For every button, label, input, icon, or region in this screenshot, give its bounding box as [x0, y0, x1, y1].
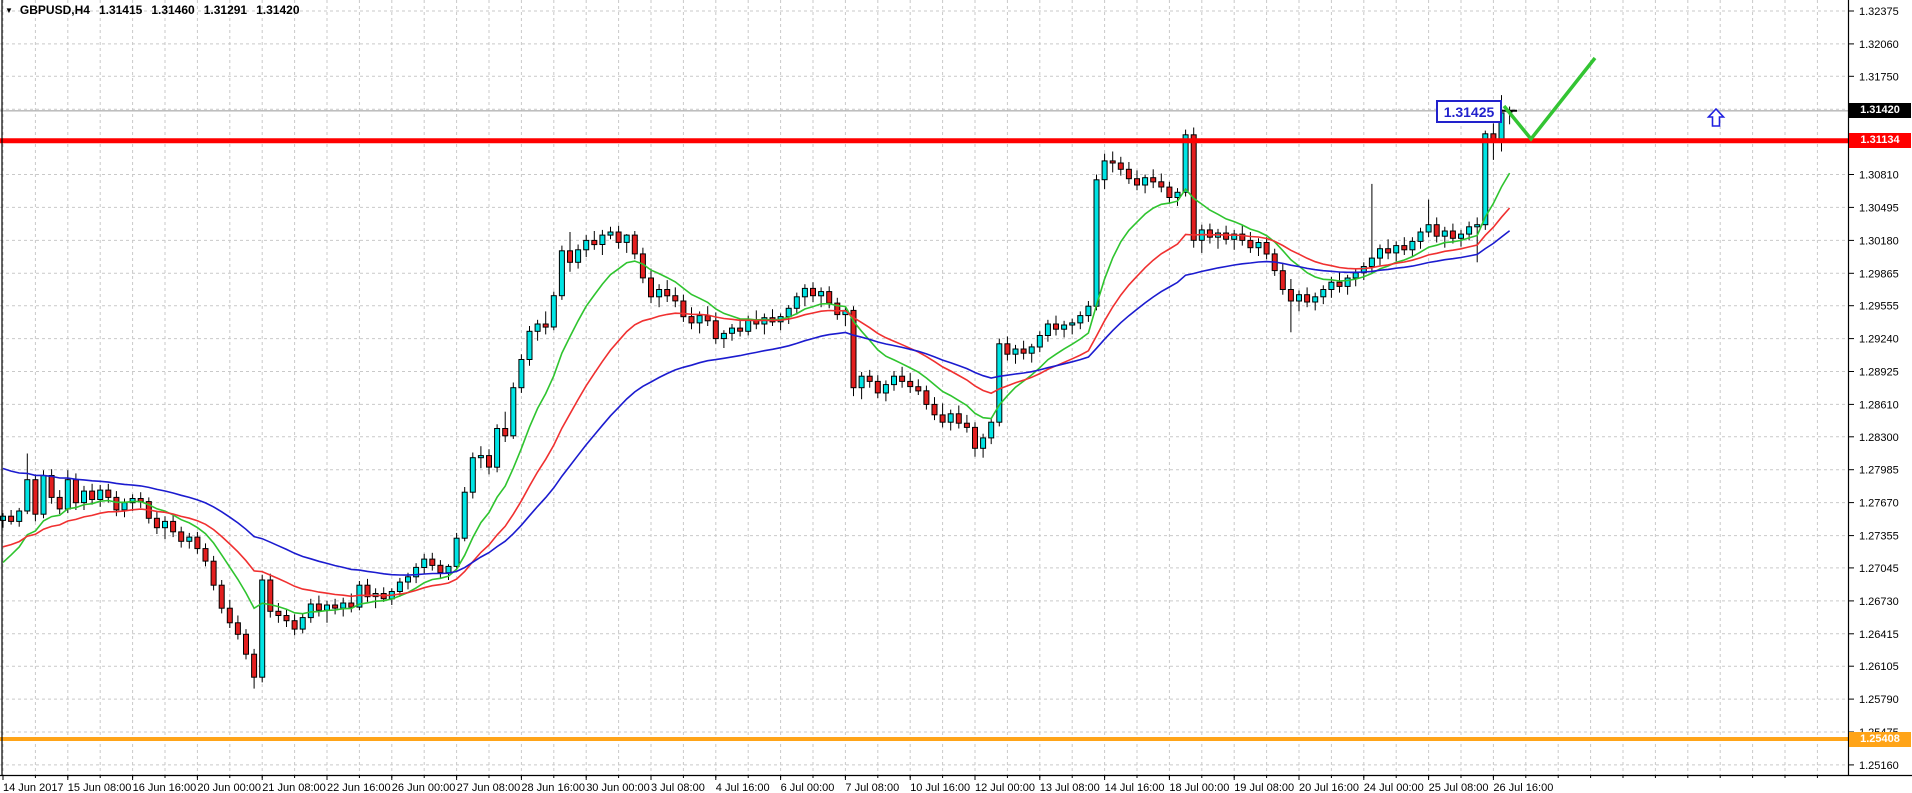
orange-level-price-badge: 1.25408 — [1849, 732, 1911, 747]
time-axis-label: 28 Jun 16:00 — [521, 782, 585, 793]
green-check-arrow[interactable] — [1502, 56, 1597, 142]
time-axis-label: 26 Jun 00:00 — [392, 782, 456, 793]
time-axis-label: 10 Jul 16:00 — [910, 782, 970, 793]
time-axis-label: 27 Jun 08:00 — [457, 782, 521, 793]
time-axis-label: 24 Jul 00:00 — [1364, 782, 1424, 793]
time-axis-label: 22 Jun 16:00 — [327, 782, 391, 793]
time-axis-label: 26 Jul 16:00 — [1493, 782, 1553, 793]
price-axis-label: 1.25160 — [1859, 760, 1899, 772]
price-axis-label: 1.30180 — [1859, 235, 1899, 247]
time-axis-label: 12 Jul 00:00 — [975, 782, 1035, 793]
price-axis-label: 1.25790 — [1859, 694, 1899, 706]
price-axis-label: 1.30810 — [1859, 170, 1899, 182]
candles-layer — [0, 95, 1513, 689]
price-axis-label: 1.26105 — [1859, 661, 1899, 673]
symbol-dropdown-icon: ▼ — [5, 5, 13, 15]
price-axis-label: 1.27670 — [1859, 498, 1899, 510]
time-axis-label: 6 Jul 00:00 — [781, 782, 835, 793]
chart-header: ▼ GBPUSD,H4 1.31415 1.31460 1.31291 1.31… — [5, 3, 300, 17]
price-axis-label: 1.27045 — [1859, 563, 1899, 575]
price-axis-label: 1.28300 — [1859, 432, 1899, 444]
price-axis-label: 1.28925 — [1859, 367, 1899, 379]
price-axis-label: 1.30495 — [1859, 202, 1899, 214]
price-axis-label: 1.31750 — [1859, 71, 1899, 83]
ohlc-close-value: 1.31420 — [256, 3, 300, 17]
price-axis-label: 1.28610 — [1859, 399, 1899, 411]
time-axis-label: 16 Jun 16:00 — [133, 782, 197, 793]
price-axis-label: 1.29555 — [1859, 301, 1899, 313]
time-axis-label: 3 Jul 08:00 — [651, 782, 705, 793]
ohlc-high-value: 1.31460 — [151, 3, 195, 17]
price-axis[interactable]: 1.32375 1.32060 1.31750 1.30810 1.30495 1.301… — [1848, 6, 1899, 772]
time-axis-label: 30 Jun 00:00 — [586, 782, 650, 793]
time-axis-label: 25 Jul 08:00 — [1429, 782, 1489, 793]
time-axis[interactable]: 14 Jun 2017 15 Jun 08:00 16 Jun 16:00 20 Ju… — [2, 775, 1818, 793]
current-price-badge: 1.31420 — [1849, 103, 1911, 118]
blue-up-arrow-icon[interactable] — [1706, 107, 1726, 127]
price-axis-label: 1.29240 — [1859, 334, 1899, 346]
price-annotation-box[interactable]: 1.31425 — [1436, 100, 1502, 123]
price-axis-label: 1.32060 — [1859, 39, 1899, 51]
time-axis-label: 14 Jul 16:00 — [1105, 782, 1165, 793]
horizontal-gridlines — [0, 10, 1848, 766]
time-axis-label: 13 Jul 08:00 — [1040, 782, 1100, 793]
price-axis-label: 1.26730 — [1859, 596, 1899, 608]
time-axis-label: 21 Jun 08:00 — [262, 782, 326, 793]
time-axis-label: 14 Jun 2017 — [3, 782, 64, 793]
price-axis-label: 1.29865 — [1859, 268, 1899, 280]
time-axis-label: 4 Jul 16:00 — [716, 782, 770, 793]
ma-slow-blue — [2, 230, 1511, 576]
ma-mid-red — [2, 207, 1511, 598]
time-axis-label: 7 Jul 08:00 — [845, 782, 899, 793]
ohlc-open-value: 1.31415 — [98, 3, 143, 17]
ohlc-low-value: 1.31291 — [203, 3, 248, 17]
time-axis-label: 19 Jul 08:00 — [1234, 782, 1294, 793]
time-axis-label: 15 Jun 08:00 — [68, 782, 132, 793]
price-axis-label: 1.27985 — [1859, 465, 1899, 477]
time-axis-label: 18 Jul 00:00 — [1169, 782, 1229, 793]
ma-fast-green — [2, 172, 1511, 615]
time-axis-label: 20 Jun 00:00 — [197, 782, 261, 793]
symbol-period-label: GBPUSD,H4 — [19, 3, 90, 17]
price-axis-label: 1.32375 — [1859, 6, 1899, 18]
price-axis-label: 1.27355 — [1859, 531, 1899, 543]
price-axis-label: 1.26415 — [1859, 629, 1899, 641]
red-level-price-badge: 1.31134 — [1849, 133, 1911, 148]
time-axis-label: 20 Jul 16:00 — [1299, 782, 1359, 793]
